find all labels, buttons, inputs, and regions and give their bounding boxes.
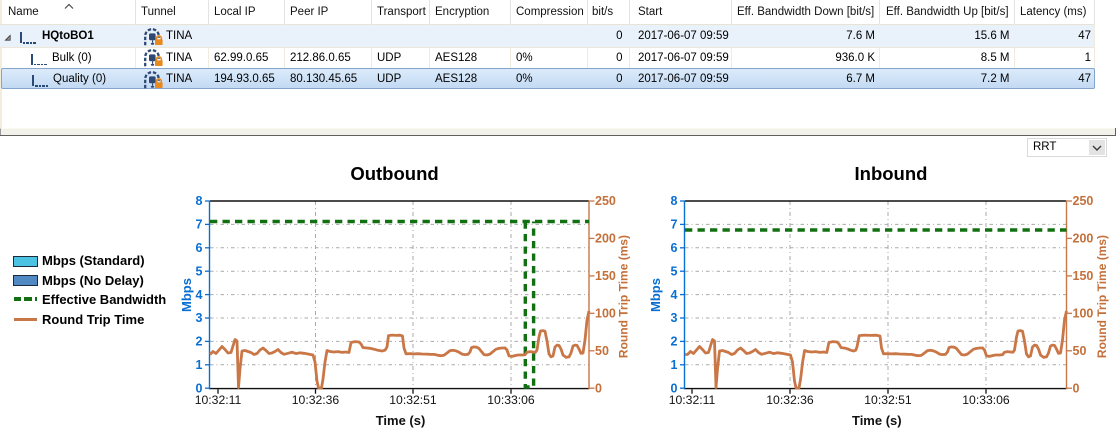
svg-text:0: 0 <box>196 381 203 395</box>
svg-text:10:32:51: 10:32:51 <box>389 393 437 407</box>
svg-text:7: 7 <box>671 218 678 232</box>
svg-text:6: 6 <box>671 241 678 255</box>
svg-text:Round Trip Time (ms): Round Trip Time (ms) <box>1095 235 1109 358</box>
svg-text:10:33:06: 10:33:06 <box>962 393 1010 407</box>
svg-text:1: 1 <box>671 358 678 372</box>
svg-text:5: 5 <box>196 264 203 278</box>
svg-text:100: 100 <box>595 307 616 321</box>
svg-text:100: 100 <box>1073 307 1094 321</box>
svg-text:200: 200 <box>595 232 616 246</box>
svg-text:Time (s): Time (s) <box>376 413 426 428</box>
svg-text:200: 200 <box>1073 232 1094 246</box>
svg-text:1: 1 <box>196 358 203 372</box>
svg-text:50: 50 <box>595 344 609 358</box>
svg-text:0: 0 <box>595 381 602 395</box>
svg-text:150: 150 <box>595 269 616 283</box>
svg-text:250: 250 <box>1073 194 1094 208</box>
svg-text:3: 3 <box>671 311 678 325</box>
svg-text:7: 7 <box>196 218 203 232</box>
svg-text:2: 2 <box>671 335 678 349</box>
svg-text:Mbps: Mbps <box>179 278 194 312</box>
svg-text:4: 4 <box>196 288 203 302</box>
svg-text:Time (s): Time (s) <box>852 413 902 428</box>
svg-text:0: 0 <box>671 381 678 395</box>
svg-text:8: 8 <box>196 194 203 208</box>
svg-text:10:32:11: 10:32:11 <box>669 393 716 407</box>
svg-text:3: 3 <box>196 311 203 325</box>
svg-text:150: 150 <box>1073 269 1094 283</box>
svg-text:10:33:06: 10:33:06 <box>487 393 535 407</box>
svg-text:10:32:36: 10:32:36 <box>766 393 814 407</box>
svg-text:Mbps: Mbps <box>648 278 663 312</box>
svg-text:10:32:11: 10:32:11 <box>195 393 242 407</box>
svg-text:10:32:36: 10:32:36 <box>292 393 340 407</box>
svg-text:4: 4 <box>671 288 678 302</box>
svg-text:50: 50 <box>1073 344 1087 358</box>
svg-text:250: 250 <box>595 194 616 208</box>
svg-text:2: 2 <box>196 335 203 349</box>
svg-text:6: 6 <box>196 241 203 255</box>
svg-text:0: 0 <box>1073 381 1080 395</box>
svg-text:5: 5 <box>671 264 678 278</box>
svg-text:8: 8 <box>671 194 678 208</box>
svg-text:Round Trip Time (ms): Round Trip Time (ms) <box>617 235 631 358</box>
svg-text:10:32:51: 10:32:51 <box>864 393 912 407</box>
